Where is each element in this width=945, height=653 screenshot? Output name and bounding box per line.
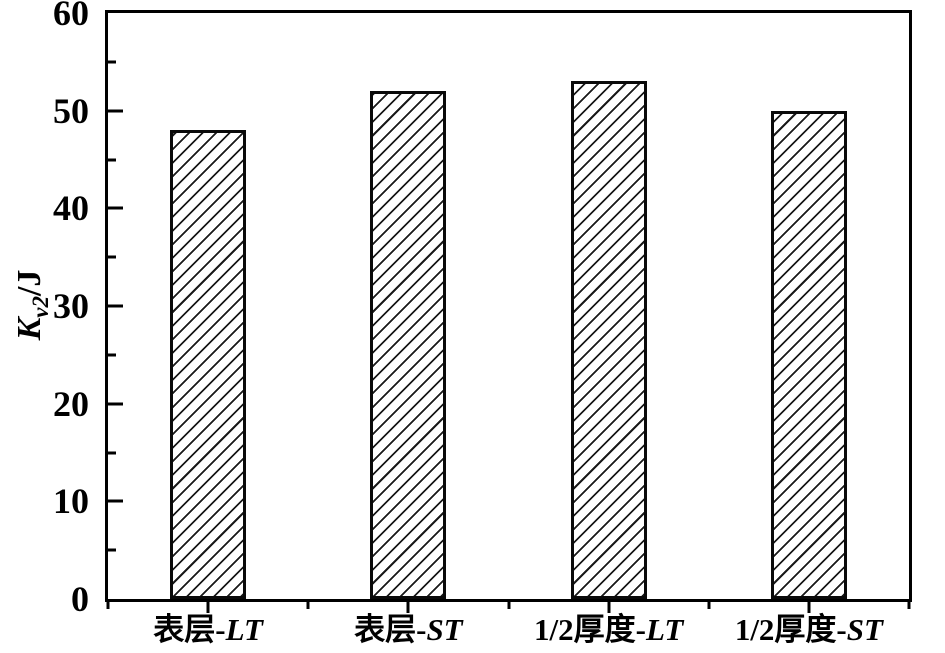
y-tick-label: 30 [53, 286, 89, 326]
y-tick-label: 10 [53, 481, 89, 522]
y-major-tick [108, 499, 123, 503]
y-minor-tick [108, 548, 116, 552]
x-category-label: 1/2厚度-LT [534, 612, 684, 647]
y-major-tick [108, 402, 123, 406]
x-category-label: 表层-ST [354, 612, 463, 647]
y-minor-tick [108, 158, 116, 161]
x-minor-tick [106, 602, 110, 609]
x-minor-tick [707, 602, 711, 609]
y-tick-label: 40 [53, 188, 89, 229]
bar [170, 130, 247, 599]
x-category-label: 1/2厚度-ST [734, 612, 883, 647]
x-major-tick [406, 602, 410, 613]
x-minor-tick [306, 602, 310, 609]
y-tick-label: 50 [53, 90, 89, 131]
y-axis-tick-labels: 0 10 20 30 40 50 60 [0, 0, 95, 617]
bar [370, 91, 447, 599]
y-major-tick [108, 109, 123, 113]
y-major-tick [108, 304, 123, 308]
x-major-tick [206, 602, 210, 613]
y-minor-tick [108, 451, 116, 454]
x-major-tick [807, 602, 811, 613]
y-major-tick [108, 206, 123, 210]
y-tick-label: 0 [71, 579, 89, 619]
y-minor-tick [108, 60, 116, 64]
x-axis-category-labels: 表层-LT 表层-ST 1/2厚度-LT 1/2厚度-ST [108, 612, 909, 653]
x-minor-tick [907, 602, 911, 609]
y-minor-tick [108, 255, 116, 259]
bar [570, 81, 647, 599]
y-tick-label: 20 [53, 383, 89, 424]
y-minor-tick [108, 353, 116, 357]
bar [770, 110, 847, 599]
x-minor-tick [507, 602, 510, 609]
plot-area [105, 10, 912, 613]
x-major-tick [607, 602, 611, 613]
y-tick-label: 60 [53, 0, 89, 33]
x-category-label: 表层-LT [153, 612, 263, 647]
